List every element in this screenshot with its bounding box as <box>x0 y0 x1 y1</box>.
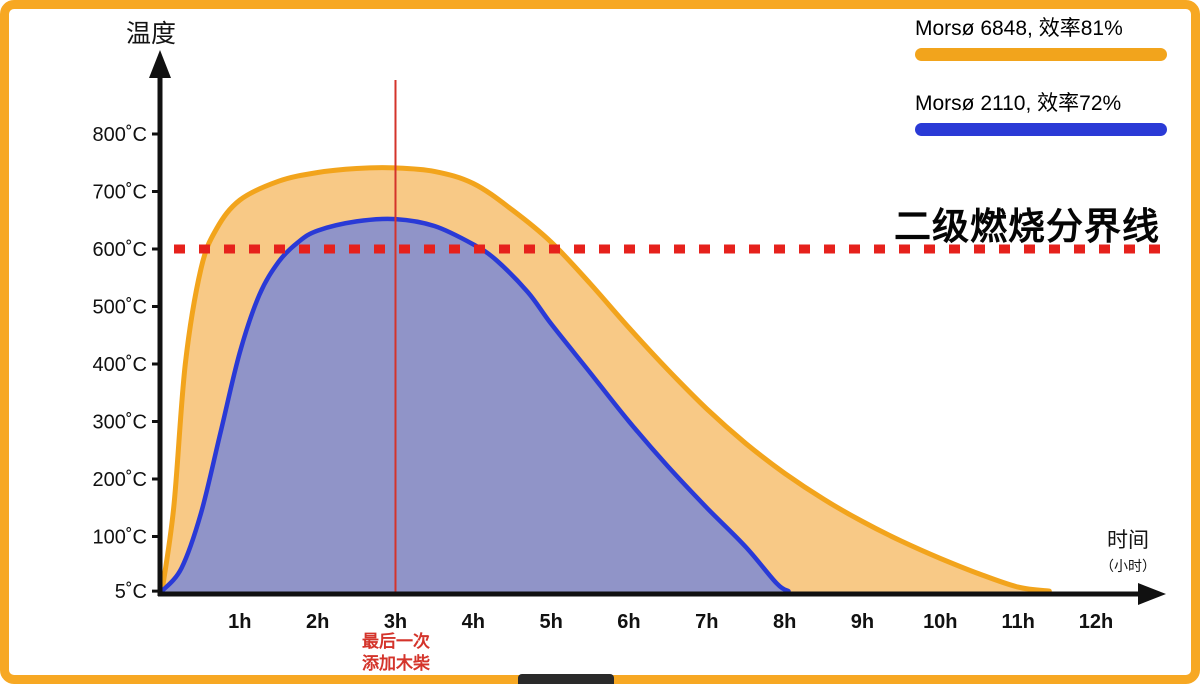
y-tick-label: 500˚C <box>93 297 147 319</box>
y-tick-label: 100˚C <box>93 527 147 549</box>
x-tick-label: 4h <box>462 611 485 633</box>
last-refuel-label-line2: 添加木柴 <box>362 654 430 674</box>
last-refuel-label: 最后一次 添加木柴 <box>325 631 467 675</box>
y-tick-label: 400˚C <box>93 354 147 376</box>
x-tick-label: 5h <box>539 611 562 633</box>
last-refuel-label-line1: 最后一次 <box>362 632 430 651</box>
x-tick-label: 1h <box>228 611 251 633</box>
legend-swatch-orange <box>915 48 1167 61</box>
series-line-0 <box>159 165 1052 594</box>
series-area-1 <box>162 218 789 592</box>
legend: Morsø 6848, 效率81% Morsø 2110, 效率72% <box>915 12 1167 162</box>
x-tick-label: 9h <box>851 611 874 633</box>
x-tick-label: 11h <box>1001 611 1034 633</box>
series-line-1 <box>159 216 791 594</box>
y-tick-label: 200˚C <box>93 469 147 491</box>
legend-swatch-blue <box>915 123 1167 136</box>
x-tick-label: 3h <box>384 611 407 633</box>
x-tick-label: 10h <box>923 611 957 633</box>
legend-item-morso-6848: Morsø 6848, 效率81% <box>915 12 1167 61</box>
x-axis-title-main: 时间 <box>1107 529 1149 552</box>
y-axis-title: 温度 <box>126 20 177 48</box>
x-tick-label: 6h <box>617 611 640 633</box>
x-axis-title: 时间 （小时） <box>1066 524 1190 576</box>
x-tick-label: 2h <box>306 611 329 633</box>
y-tick-label: 300˚C <box>93 412 147 434</box>
x-tick-label: 12h <box>1079 611 1113 633</box>
legend-label-morso-6848: Morsø 6848, 效率81% <box>915 17 1123 40</box>
y-tick-label: 700˚C <box>93 182 147 204</box>
y-tick-label: 600˚C <box>93 239 147 261</box>
y-axis-arrow <box>149 50 171 78</box>
y-tick-label: 800˚C <box>93 124 147 146</box>
x-tick-label: 7h <box>695 611 718 633</box>
x-axis-arrow <box>1138 583 1166 605</box>
x-tick-label: 8h <box>773 611 796 633</box>
bottom-watermark <box>518 674 614 684</box>
secondary-combustion-threshold-label: 二级燃烧分界线 <box>894 206 1160 247</box>
x-axis-title-sub: （小时） <box>1100 558 1156 574</box>
legend-item-morso-2110: Morsø 2110, 效率72% <box>915 87 1167 136</box>
y-tick-label: 5˚C <box>115 581 147 603</box>
legend-label-morso-2110: Morsø 2110, 效率72% <box>915 92 1122 115</box>
